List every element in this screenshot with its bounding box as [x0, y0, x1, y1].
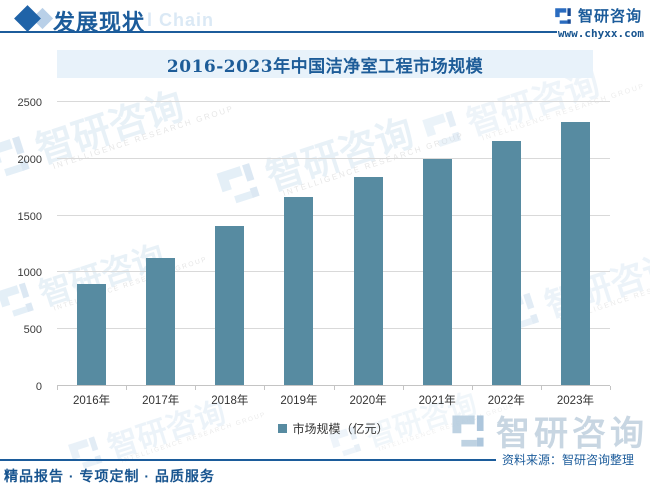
bar-2020年	[353, 177, 383, 385]
x-axis-tick	[540, 386, 542, 390]
y-axis: 0 500 1000 1500 2000 2500	[0, 97, 50, 393]
x-axis-tick-label: 2016年	[73, 395, 111, 407]
y-axis-tick-label: 2000	[17, 153, 42, 166]
legend-marker-square	[278, 424, 288, 433]
bar-slot	[195, 102, 264, 385]
watermark-subtext: INTELLIGENCE RESEARCH GROUP	[120, 410, 267, 465]
bar-2017年	[146, 257, 176, 385]
gridline	[57, 157, 610, 159]
x-axis-tick	[195, 386, 197, 390]
x-axis-tick	[471, 386, 473, 390]
legend: 市场规模（亿元）	[57, 420, 610, 437]
diamond-dark-icon	[14, 5, 41, 32]
bar-slot	[541, 102, 610, 385]
gridline	[57, 328, 610, 330]
section-title: 发展现状	[53, 10, 146, 35]
bars-row	[57, 102, 610, 385]
y-axis-tick-label: 0	[35, 381, 42, 393]
x-axis-tick-label: 2022年	[487, 395, 525, 407]
x-axis-line	[57, 385, 610, 386]
brand-name: 智研咨询	[577, 8, 642, 25]
x-axis-tick	[610, 386, 611, 390]
bar-2016年	[77, 283, 107, 385]
x-ticks	[57, 386, 611, 391]
gridline	[57, 214, 610, 216]
y-axis-tick-label: 1000	[17, 267, 42, 280]
x-axis-tick-label: 2023年	[556, 395, 594, 407]
x-axis-labels: 2016年 2017年 2018年 2019年 2020年 2021年 2022年 2023年	[57, 392, 610, 408]
gridline	[57, 101, 610, 102]
brand-url: www.chyxx.com	[557, 27, 644, 40]
x-axis-tick-label: 2018年	[211, 395, 249, 407]
bar-slot	[334, 102, 403, 385]
x-axis-tick	[402, 386, 404, 390]
diamond-bullet-icon	[14, 4, 56, 32]
x-axis-tick	[57, 386, 58, 390]
gridline	[57, 271, 610, 273]
background-ghost-text: l Chain	[147, 10, 215, 30]
bar-slot	[264, 102, 333, 385]
x-axis-tick-label: 2020年	[349, 395, 387, 407]
bar-slot	[126, 102, 195, 385]
bar-2021年	[422, 158, 452, 385]
zhiyan-logo-icon	[555, 7, 571, 24]
bar-slot	[57, 102, 126, 385]
legend-label: 市场规模（亿元）	[292, 422, 389, 436]
footer-slogan: 精品报告 · 专项定制 · 品质服务	[4, 468, 215, 484]
plot-area	[57, 101, 611, 390]
x-axis-tick-label: 2017年	[142, 395, 180, 407]
footer-divider	[0, 459, 496, 461]
header-divider	[0, 31, 557, 33]
bar-slot	[403, 102, 472, 385]
x-axis-tick	[333, 386, 335, 390]
x-axis-tick-label: 2021年	[418, 395, 456, 407]
bar-2019年	[284, 197, 314, 385]
x-axis-tick-label: 2019年	[280, 395, 318, 407]
x-axis-tick	[264, 386, 266, 390]
x-axis-tick	[126, 386, 128, 390]
chart-title-banner: 2016-2023年中国洁净室工程市场规模	[57, 50, 593, 78]
y-axis-tick-label: 2500	[17, 97, 42, 109]
y-axis-tick-label: 1500	[17, 210, 42, 223]
header: 发展现状 l Chain 智研咨询 www.chyxx.com	[0, 0, 650, 46]
bar-2018年	[215, 225, 245, 385]
chart-title: 2016-2023年中国洁净室工程市场规模	[166, 56, 484, 77]
bar-2022年	[491, 140, 521, 385]
bar-slot	[472, 102, 541, 385]
brand-logo: 智研咨询	[553, 5, 642, 26]
y-axis-tick-label: 500	[23, 324, 42, 337]
bar-2023年	[560, 122, 590, 385]
data-source-note: 资料来源：智研咨询整理	[502, 453, 635, 467]
